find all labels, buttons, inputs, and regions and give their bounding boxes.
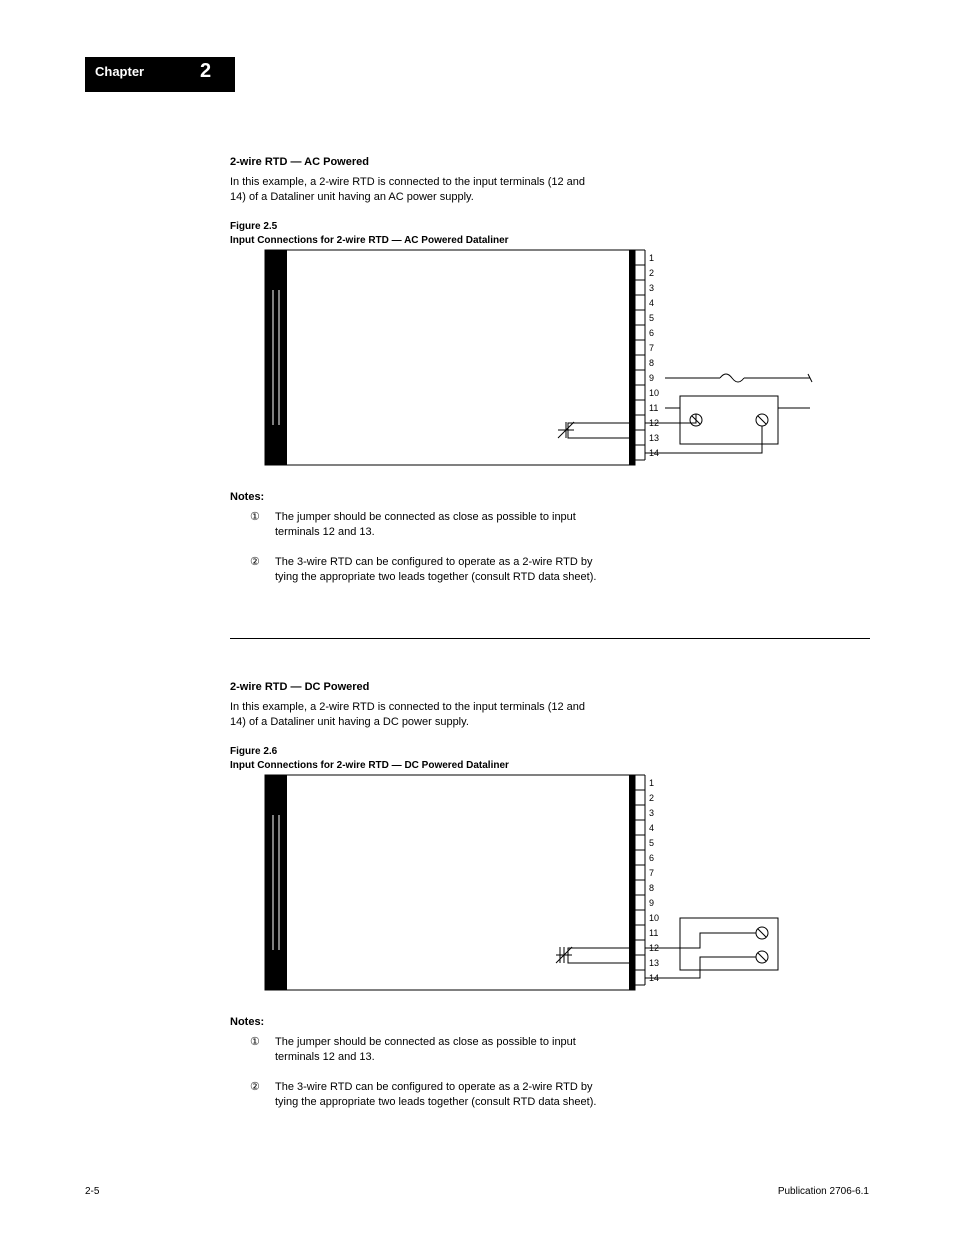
term-a-14: 14 [649, 448, 659, 458]
note-b-1: The jumper should be connected as close … [275, 1035, 850, 1065]
term-a-3: 3 [649, 283, 654, 293]
footer-pub: Publication 2706-6.1 [669, 1185, 869, 1199]
term-b-7: 7 [649, 868, 654, 878]
note-b-1-bullet: ① [250, 1035, 260, 1050]
section-b-heading: 2-wire RTD — DC Powered [230, 680, 850, 695]
section-a-para: In this example, a 2-wire RTD is connect… [230, 175, 850, 205]
term-b-2: 2 [649, 793, 654, 803]
term-a-5: 5 [649, 313, 654, 323]
section-a-heading: 2-wire RTD — AC Powered [230, 155, 850, 170]
note-a-2: The 3-wire RTD can be configured to oper… [275, 555, 850, 585]
term-b-5: 5 [649, 838, 654, 848]
figure-b-title: Figure 2.6 [230, 745, 277, 759]
page-number: 2-5 [85, 1185, 99, 1199]
term-a-7: 7 [649, 343, 654, 353]
notes-b-title: Notes: [230, 1015, 264, 1030]
section-b-para: In this example, a 2-wire RTD is connect… [230, 700, 850, 730]
term-b-10: 10 [649, 913, 659, 923]
term-b-4: 4 [649, 823, 654, 833]
term-a-10: 10 [649, 388, 659, 398]
note-b-2-bullet: ② [250, 1080, 260, 1095]
term-a-8: 8 [649, 358, 654, 368]
term-a-13: 13 [649, 433, 659, 443]
term-b-14: 14 [649, 973, 659, 983]
term-b-8: 8 [649, 883, 654, 893]
page: { "page": { "width_px": 954, "height_px"… [0, 0, 954, 1235]
term-b-9: 9 [649, 898, 654, 908]
chapter-number: 2 [200, 60, 211, 83]
term-b-12: 12 [649, 943, 659, 953]
note-a-1-bullet: ① [250, 510, 260, 525]
figure-a-desc: Input Connections for 2-wire RTD — AC Po… [230, 234, 509, 248]
chapter-label: Chapter [95, 64, 144, 79]
section-divider [230, 638, 870, 639]
term-b-11: 11 [649, 928, 658, 938]
term-a-11: 11 [649, 403, 658, 413]
note-b-2: The 3-wire RTD can be configured to oper… [275, 1080, 850, 1110]
term-a-12: 12 [649, 418, 659, 428]
term-a-9: 9 [649, 373, 654, 383]
note-a-1: The jumper should be connected as close … [275, 510, 850, 540]
term-a-1: 1 [649, 253, 654, 263]
note-a-2-bullet: ② [250, 555, 260, 570]
term-b-1: 1 [649, 778, 654, 788]
term-a-4: 4 [649, 298, 654, 308]
term-b-13: 13 [649, 958, 659, 968]
figure-b-desc: Input Connections for 2-wire RTD — DC Po… [230, 759, 509, 773]
term-a-6: 6 [649, 328, 654, 338]
term-a-2: 2 [649, 268, 654, 278]
notes-a-title: Notes: [230, 490, 264, 505]
term-b-3: 3 [649, 808, 654, 818]
term-b-6: 6 [649, 853, 654, 863]
figure-a-title: Figure 2.5 [230, 220, 277, 234]
